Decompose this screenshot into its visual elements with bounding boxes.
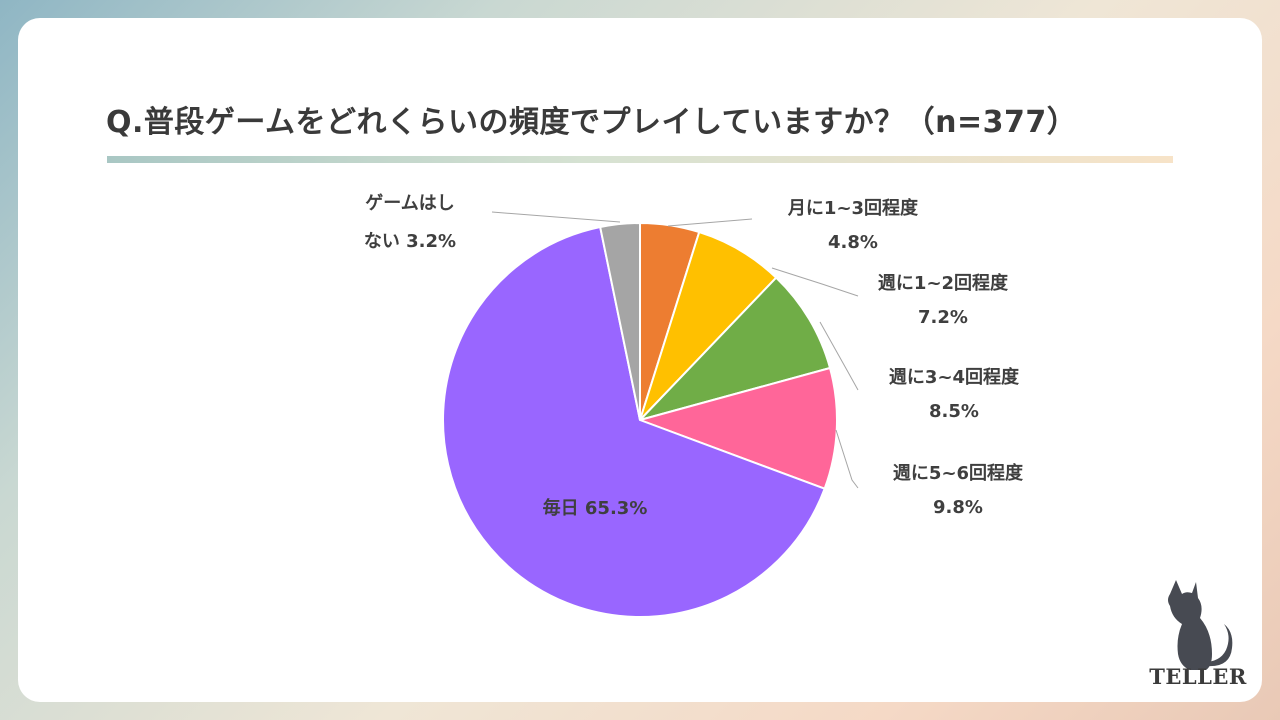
leader-line-2	[771, 267, 859, 297]
data-label-5: 毎日 65.3%	[543, 497, 648, 519]
data-label-6-category: ゲームはし	[365, 192, 454, 214]
leader-line-6	[491, 211, 621, 223]
data-label-2-value: 7.2%	[918, 307, 968, 328]
data-label-4-value: 9.8%	[933, 497, 983, 518]
data-label-1-category: 月に1~3回程度	[787, 197, 919, 219]
pie-slice-6	[599, 221, 641, 421]
data-label-3-category: 週に3~4回程度	[889, 366, 1020, 388]
title-underline	[107, 156, 1173, 163]
pie-slice-5	[442, 225, 826, 618]
data-label-4-category: 週に5~6回程度	[893, 462, 1024, 484]
brand-logo-text: TELLER	[1149, 664, 1247, 689]
leader-line-1	[667, 218, 753, 227]
chart-title: Q.普段ゲームをどれくらいの頻度でプレイしていますか？（n=377）	[106, 105, 1078, 140]
cat-logo-icon	[1168, 580, 1233, 670]
pie-slice-4	[636, 366, 838, 490]
data-label-3-value: 8.5%	[929, 401, 979, 422]
pie-slice-3	[636, 276, 832, 422]
leader-line-4	[835, 429, 859, 489]
data-label-2-category: 週に1~2回程度	[878, 272, 1009, 294]
data-label-1-value: 4.8%	[828, 232, 878, 253]
leader-line-3	[819, 321, 859, 391]
data-label-6-value: ない 3.2%	[364, 231, 456, 252]
